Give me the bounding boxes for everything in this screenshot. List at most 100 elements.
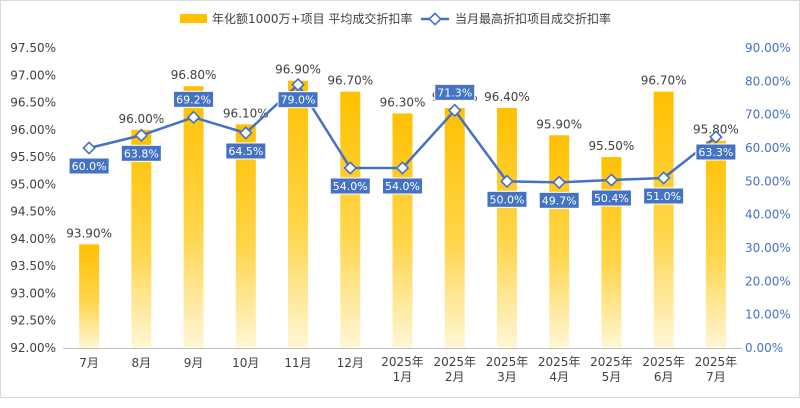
line-data-label: 60.0% xyxy=(72,160,107,173)
right-axis-tick-label: 50.00% xyxy=(745,174,791,188)
left-axis-tick-label: 96.50% xyxy=(10,96,56,110)
line-data-label-box xyxy=(68,157,110,175)
legend-bar-label: 年化额1000万+项目 平均成交折扣率 xyxy=(212,11,412,26)
bar xyxy=(235,124,256,348)
right-axis-tick-label: 40.00% xyxy=(745,208,791,222)
line-data-label: 71.3% xyxy=(437,86,472,99)
bar-data-label: 96.00% xyxy=(118,112,164,126)
combo-chart: 年化额1000万+项目 平均成交折扣率 当月最高折扣项目成交折扣率 92.00%… xyxy=(10,11,791,384)
right-axis-tick-label: 10.00% xyxy=(745,308,791,322)
right-axis-tick-label: 80.00% xyxy=(745,74,791,88)
x-axis-tick-label-line: 2月 xyxy=(445,370,465,384)
bar-data-label: 96.80% xyxy=(171,68,217,82)
line-point xyxy=(291,77,305,92)
x-axis-tick-label: 11月 xyxy=(284,356,311,370)
line-point xyxy=(239,126,253,140)
bar xyxy=(549,135,570,348)
right-axis-tick-label: 60.00% xyxy=(745,141,791,155)
right-axis-tick-label: 30.00% xyxy=(745,241,791,255)
line-data-label: 63.8% xyxy=(124,147,159,160)
line-point xyxy=(552,175,566,190)
line-point xyxy=(709,130,723,144)
legend-bar-swatch xyxy=(180,14,207,23)
x-axis-tick-label: 8月 xyxy=(132,356,152,370)
line-data-label: 54.0% xyxy=(385,180,420,193)
x-axis-tick-label: 2025年 5月 xyxy=(590,355,633,384)
x-axis-tick-label-line: 12月 xyxy=(337,356,364,370)
line-data-label: 63.3% xyxy=(698,146,733,159)
right-axis-tick-label: 90.00% xyxy=(745,41,791,55)
bar xyxy=(183,86,204,348)
x-axis-tick-label: 2025年 1月 xyxy=(381,355,424,384)
bar-data-label: 96.30% xyxy=(380,95,426,109)
line-point xyxy=(395,161,410,175)
line-point xyxy=(656,171,671,185)
x-axis-tick-label: 10月 xyxy=(232,356,259,370)
line-data-label-box xyxy=(590,189,632,207)
line-data-label-box xyxy=(382,177,423,195)
legend-line-label: 当月最高折扣项目成交折扣率 xyxy=(455,11,611,26)
left-axis-tick-label: 93.50% xyxy=(10,259,56,273)
bar xyxy=(444,108,465,348)
x-axis-tick-label-line: 2025年 xyxy=(590,355,633,369)
bar-data-label: 95.90% xyxy=(536,117,582,131)
bar xyxy=(79,244,100,348)
x-axis-tick-label-line: 8月 xyxy=(132,356,152,370)
line-data-label: 50.0% xyxy=(489,193,524,206)
line-data-label-box xyxy=(538,191,580,209)
x-axis-tick-label-line: 2025年 xyxy=(433,355,476,369)
bar-data-label: 96.90% xyxy=(275,63,321,77)
bar xyxy=(340,91,361,349)
line-data-label: 69.2% xyxy=(176,93,211,106)
line-data-labels: 60.0% 63.8% 69.2% 64.5% 79.0% 54.0% 54.0% 71.3%… xyxy=(68,83,737,209)
line-point xyxy=(604,173,619,187)
x-axis-tick-label: 12月 xyxy=(337,356,364,370)
x-axis-tick-label: 9月 xyxy=(184,356,204,370)
line-data-label: 49.7% xyxy=(542,194,577,207)
bar-data-label: 96.40% xyxy=(484,90,530,104)
bar xyxy=(392,113,413,348)
bar xyxy=(496,108,517,348)
x-axis-tick-label: 2025年 4月 xyxy=(538,355,581,384)
line-data-label-box xyxy=(173,90,215,108)
x-axis-tick-label-line: 6月 xyxy=(654,370,674,384)
line-data-label: 51.0% xyxy=(646,190,681,203)
right-axis-tick-label: 70.00% xyxy=(745,108,791,122)
x-axis-tick-label: 2025年 2月 xyxy=(433,355,476,384)
line-data-label-box xyxy=(225,142,267,160)
line-point xyxy=(82,141,96,155)
line-point xyxy=(447,103,462,118)
line-series xyxy=(82,77,723,190)
line-data-label-box xyxy=(277,91,319,109)
x-axis-tick-label-line: 3月 xyxy=(497,370,517,384)
bar-data-label: 95.80% xyxy=(693,123,739,137)
left-axis-tick-label: 97.00% xyxy=(10,68,56,82)
bar-data-label: 96.70% xyxy=(641,74,687,88)
bar-series xyxy=(79,80,726,349)
left-axis-tick-label: 94.50% xyxy=(10,205,56,219)
line-point xyxy=(343,161,358,175)
line-data-label: 79.0% xyxy=(281,94,316,107)
x-axis-tick-label-line: 1月 xyxy=(393,370,413,384)
x-axis-tick-label-line: 7月 xyxy=(79,356,99,370)
x-axis-tick-label-line: 9月 xyxy=(184,356,204,370)
line-data-label-box xyxy=(643,187,685,205)
right-axis: 0.00% 10.00% 20.00% 30.00% 40.00% 50.00% 60.00… xyxy=(745,41,791,355)
line-data-label-box xyxy=(695,143,737,161)
line-data-label-box xyxy=(486,190,528,208)
bar-data-label: 96.10% xyxy=(223,106,269,120)
left-axis-tick-label: 96.00% xyxy=(10,123,56,137)
x-axis-tick-label-line: 2025年 xyxy=(695,355,738,369)
legend-line-marker xyxy=(428,12,442,26)
line-data-label: 54.0% xyxy=(333,180,368,193)
x-axis-tick-label-line: 11月 xyxy=(284,356,311,370)
line-data-label-box xyxy=(120,144,162,162)
x-axis-tick-label-line: 5月 xyxy=(602,370,622,384)
x-axis-tick-label-line: 2025年 xyxy=(486,355,529,369)
left-axis-tick-label: 94.00% xyxy=(10,232,56,246)
line-data-label-box xyxy=(329,177,371,195)
right-axis-tick-label: 0.00% xyxy=(745,341,783,355)
legend: 年化额1000万+项目 平均成交折扣率 当月最高折扣项目成交折扣率 xyxy=(180,11,611,26)
chart-frame: 年化额1000万+项目 平均成交折扣率 当月最高折扣项目成交折扣率 92.00%… xyxy=(0,0,800,398)
